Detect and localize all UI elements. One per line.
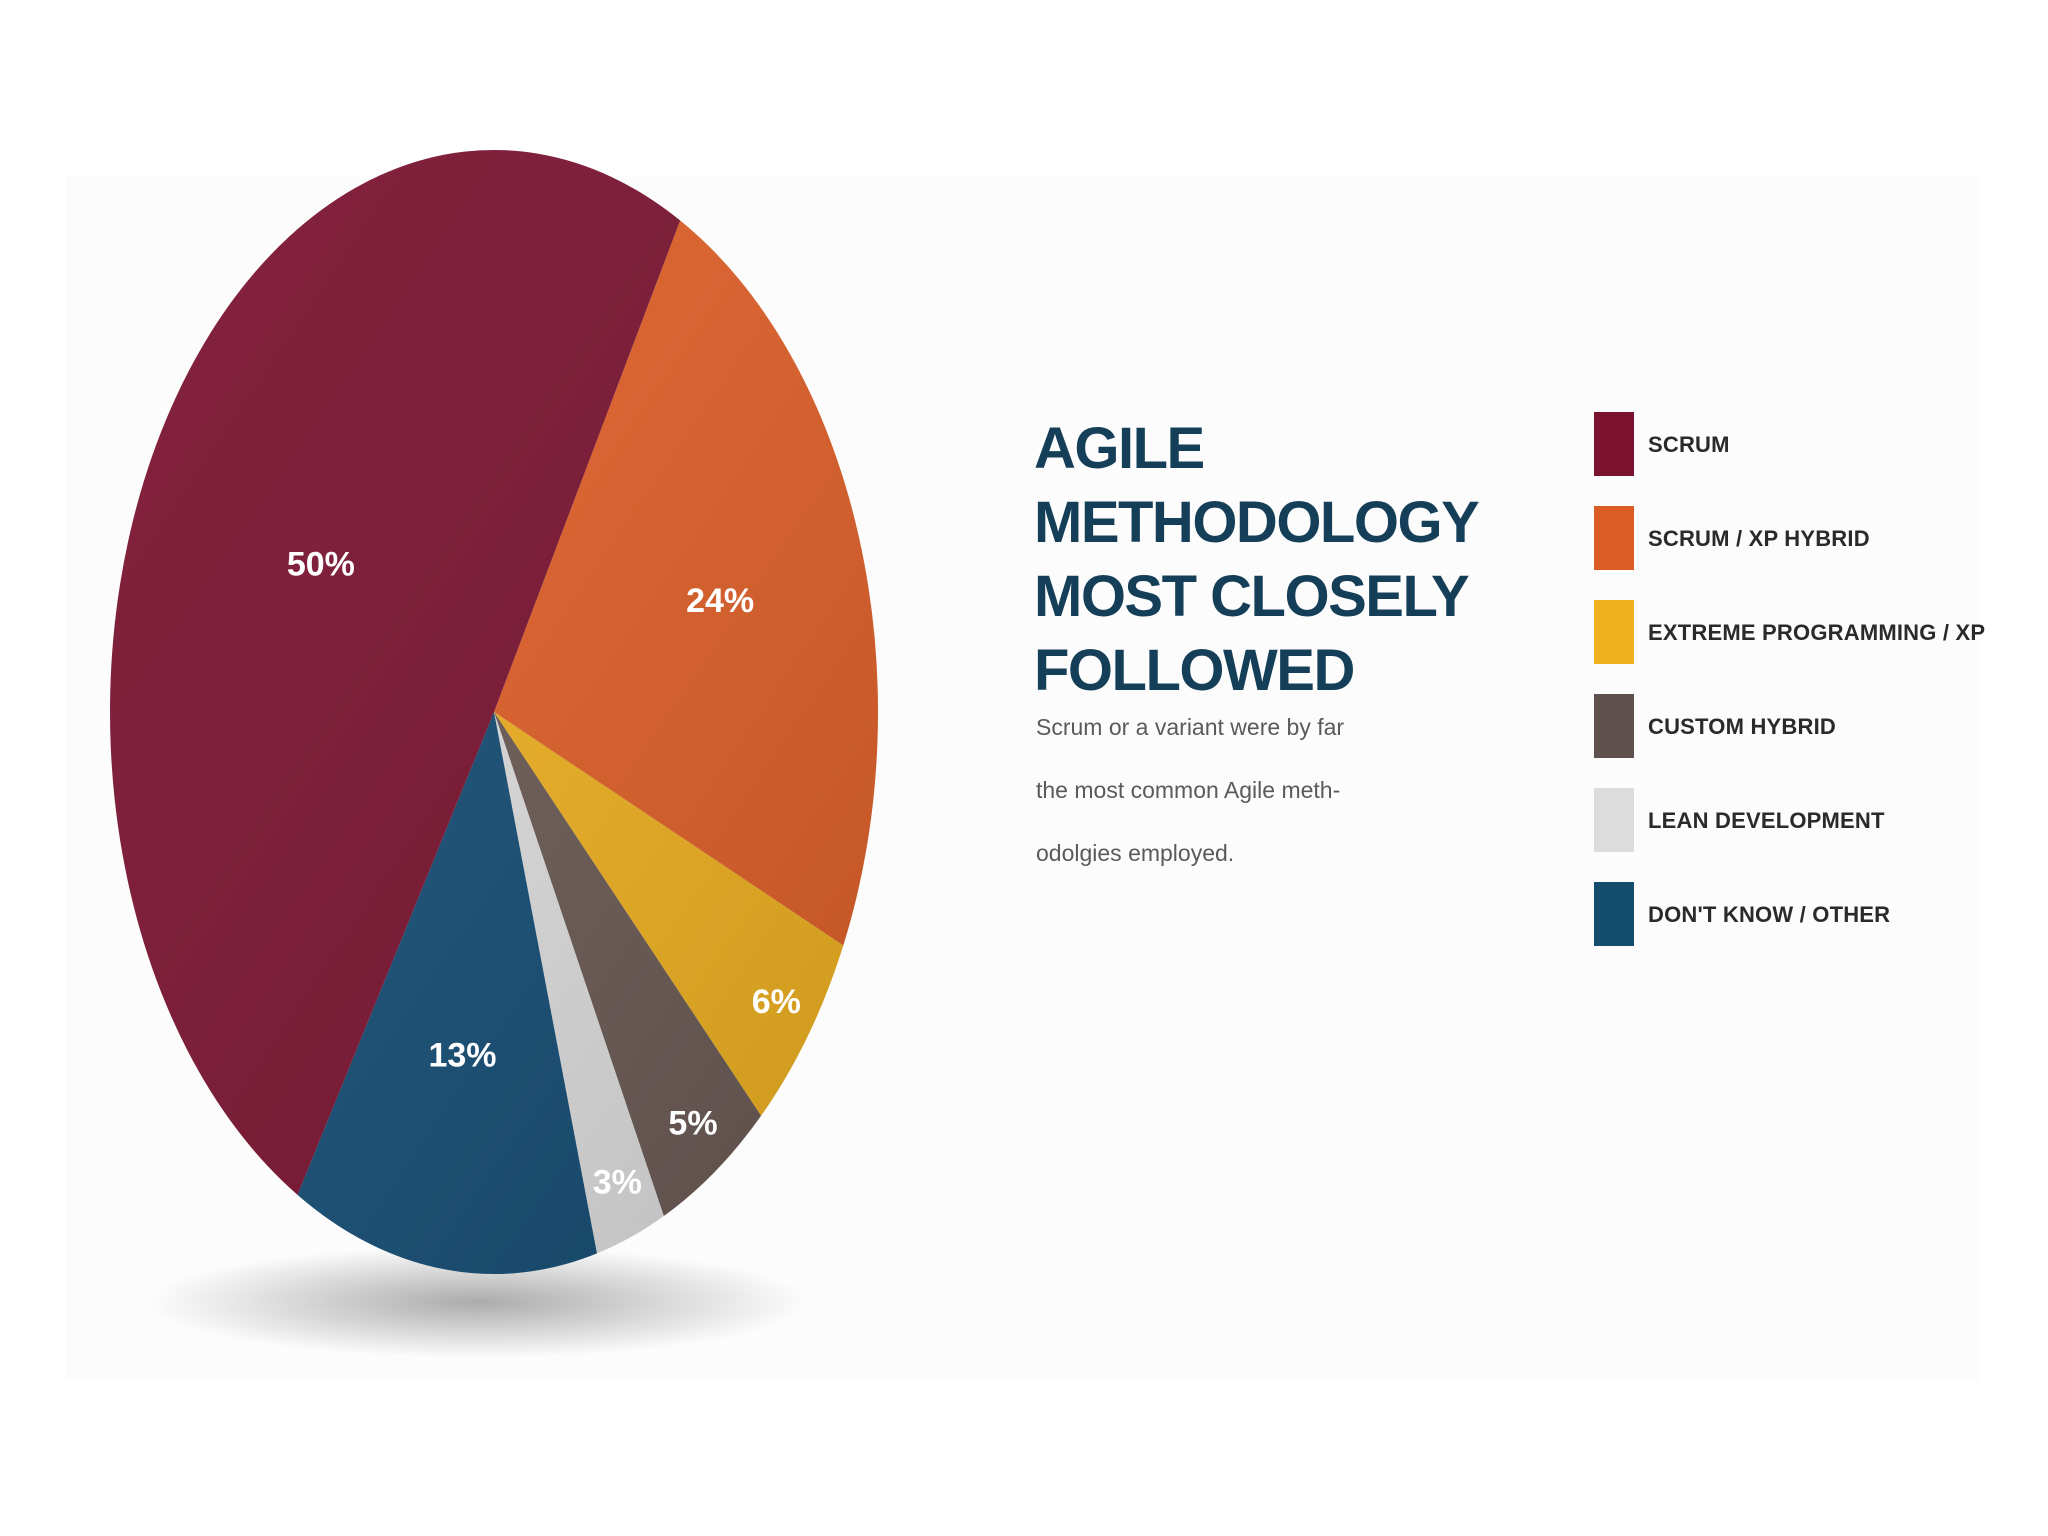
description-line: Scrum or a variant were by far (1036, 714, 1345, 740)
pie-slice-label-scrum: 50% (287, 545, 355, 583)
legend-label: SCRUM (1648, 432, 1730, 457)
legend-item-dont-know-other: DON'T KNOW / OTHER (1594, 882, 2024, 946)
pie-slice-label-extreme-programming-xp: 6% (752, 983, 801, 1021)
legend-label: DON'T KNOW / OTHER (1648, 902, 1891, 927)
legend-swatch (1594, 694, 1634, 758)
legend-swatch (1594, 882, 1634, 946)
legend-swatch (1594, 412, 1634, 476)
legend-label: SCRUM / XP HYBRID (1648, 526, 1870, 551)
legend-item-custom-hybrid: CUSTOM HYBRID (1594, 694, 2024, 758)
description-line: odolgies employed. (1036, 840, 1235, 866)
legend-item-lean-development: LEAN DEVELOPMENT (1594, 788, 2024, 852)
chart-title: AGILE METHODOLOGY MOST CLOSELY FOLLOWED (1034, 412, 1594, 708)
title-line: FOLLOWED (1034, 638, 1355, 703)
legend-item-scrum-xp-hybrid: SCRUM / XP HYBRID (1594, 506, 2024, 570)
title-line: MOST CLOSELY (1034, 564, 1470, 629)
title-line: AGILE METHODOLOGY (1034, 416, 1480, 555)
pie-slice-label-don-t-know-other: 13% (428, 1036, 496, 1074)
legend-swatch (1594, 788, 1634, 852)
legend-swatch (1594, 600, 1634, 664)
pie-slice-label-custom-hybrid: 5% (668, 1104, 717, 1142)
legend-label: EXTREME PROGRAMMING / XP (1648, 620, 1986, 645)
pie-slice-labels: 24% 6% 5% 3% 13% 50% (287, 545, 801, 1201)
legend-item-scrum: SCRUM (1594, 412, 2024, 476)
legend-label: LEAN DEVELOPMENT (1648, 808, 1885, 833)
pie-slice-label-lean-development: 3% (593, 1163, 642, 1201)
pie-chart: 24% 6% 5% 3% 13% 50% (110, 149, 879, 1358)
pie-slice-label-scrum-xp-hybrid: 24% (686, 582, 754, 620)
legend-label: CUSTOM HYBRID (1648, 714, 1836, 739)
legend-swatch (1594, 506, 1634, 570)
description-line: the most common Agile meth- (1036, 777, 1341, 803)
pie-shading (110, 150, 878, 1274)
pie-slices (110, 149, 879, 1274)
chart-description: Scrum or a variant were by far the most … (1036, 696, 1366, 885)
legend-item-extreme-programming: EXTREME PROGRAMMING / XP (1594, 600, 2024, 664)
pie-shadow (148, 1246, 808, 1358)
